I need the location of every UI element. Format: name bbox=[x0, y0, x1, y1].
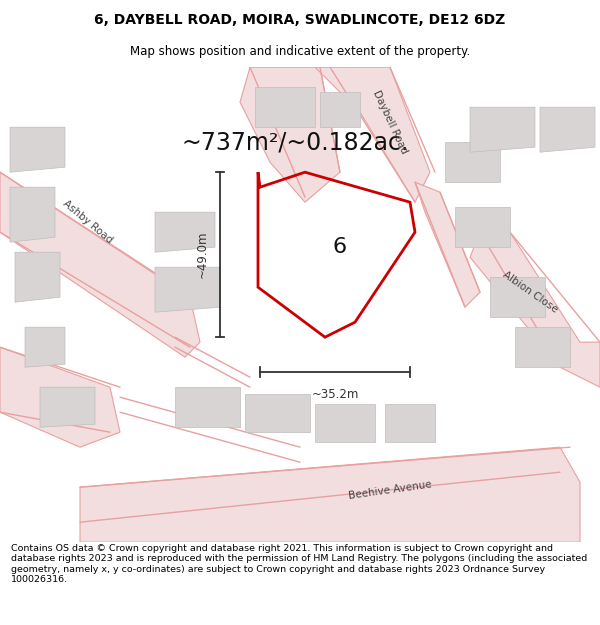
Polygon shape bbox=[0, 348, 120, 447]
Polygon shape bbox=[470, 107, 535, 152]
Polygon shape bbox=[315, 67, 430, 203]
Polygon shape bbox=[245, 394, 310, 432]
Polygon shape bbox=[80, 447, 580, 542]
Text: Map shows position and indicative extent of the property.: Map shows position and indicative extent… bbox=[130, 44, 470, 58]
Polygon shape bbox=[240, 67, 340, 203]
Text: ~737m²/~0.182ac.: ~737m²/~0.182ac. bbox=[181, 130, 409, 154]
Text: 6: 6 bbox=[333, 237, 347, 258]
Polygon shape bbox=[415, 182, 480, 307]
Text: Daybell Road: Daybell Road bbox=[371, 89, 409, 156]
Polygon shape bbox=[445, 142, 500, 182]
Polygon shape bbox=[490, 278, 545, 317]
Polygon shape bbox=[25, 328, 65, 367]
Polygon shape bbox=[155, 212, 215, 252]
Text: Contains OS data © Crown copyright and database right 2021. This information is : Contains OS data © Crown copyright and d… bbox=[11, 544, 587, 584]
Polygon shape bbox=[15, 252, 60, 302]
Polygon shape bbox=[155, 268, 220, 312]
Polygon shape bbox=[470, 232, 600, 387]
Polygon shape bbox=[540, 107, 595, 152]
Polygon shape bbox=[455, 208, 510, 247]
Polygon shape bbox=[40, 387, 95, 428]
Polygon shape bbox=[385, 404, 435, 442]
Text: 6, DAYBELL ROAD, MOIRA, SWADLINCOTE, DE12 6DZ: 6, DAYBELL ROAD, MOIRA, SWADLINCOTE, DE1… bbox=[94, 13, 506, 27]
Text: Albion Close: Albion Close bbox=[500, 269, 559, 315]
Polygon shape bbox=[10, 188, 55, 242]
Polygon shape bbox=[320, 92, 360, 128]
Polygon shape bbox=[0, 172, 200, 357]
Text: Ashby Road: Ashby Road bbox=[61, 199, 115, 246]
Text: ~49.0m: ~49.0m bbox=[196, 231, 209, 279]
Text: ~35.2m: ~35.2m bbox=[311, 388, 359, 401]
Polygon shape bbox=[315, 404, 375, 442]
Polygon shape bbox=[255, 87, 315, 128]
Polygon shape bbox=[175, 387, 240, 428]
Polygon shape bbox=[515, 328, 570, 367]
Text: Beehive Avenue: Beehive Avenue bbox=[348, 479, 432, 501]
Polygon shape bbox=[10, 127, 65, 172]
